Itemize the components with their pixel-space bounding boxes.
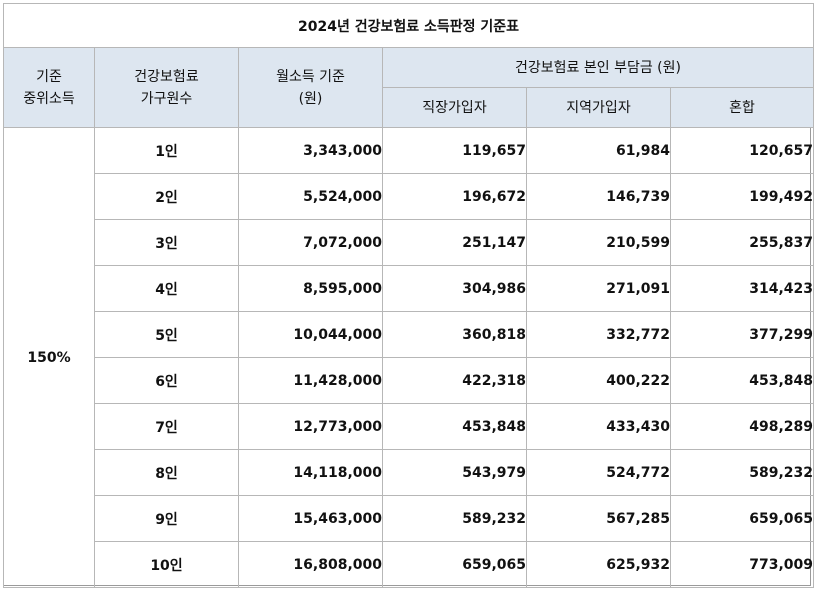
table-row: 4인 8,595,000 304,986 271,091 314,423 <box>4 265 815 312</box>
mixed-cell: 199,492 <box>669 173 815 220</box>
table-row: 7인 12,773,000 453,848 433,430 498,289 <box>4 403 815 450</box>
header-income-line1: 월소득 기준 <box>276 68 345 85</box>
table-row: 2인 5,524,000 196,672 146,739 199,492 <box>4 173 815 220</box>
mixed-cell: 453,848 <box>669 357 815 404</box>
income-cell: 14,118,000 <box>238 449 383 496</box>
header-household: 건강보험료 가구원수 <box>94 47 239 128</box>
table-row: 9인 15,463,000 589,232 567,285 659,065 <box>4 495 815 542</box>
mixed-cell: 773,009 <box>669 541 815 588</box>
income-cell: 16,808,000 <box>238 541 383 588</box>
employee-cell: 360,818 <box>382 311 527 358</box>
ratio-cell: 150% <box>3 127 95 588</box>
mixed-cell: 498,289 <box>669 403 815 450</box>
income-cell: 12,773,000 <box>238 403 383 450</box>
income-cell: 8,595,000 <box>238 265 383 312</box>
table-row: 150% 1인 3,343,000 119,657 61,984 120,657 <box>3 127 815 588</box>
employee-cell: 422,318 <box>382 357 527 404</box>
household-cell: 1인 <box>94 127 239 174</box>
table-row: 6인 11,428,000 422,318 400,222 453,848 <box>4 357 815 404</box>
header-ratio: 기준 중위소득 <box>3 47 95 128</box>
mixed-cell: 659,065 <box>669 495 815 542</box>
household-cell: 2인 <box>94 173 239 220</box>
household-cell: 7인 <box>94 403 239 450</box>
table-row: 10인 16,808,000 659,065 625,932 773,009 <box>4 541 815 588</box>
mixed-cell: 314,423 <box>669 265 815 312</box>
mixed-cell: 120,657 <box>669 127 815 174</box>
income-cell: 15,463,000 <box>238 495 383 542</box>
income-cell: 5,524,000 <box>238 173 383 220</box>
regional-cell: 146,739 <box>526 173 671 220</box>
income-cell: 3,343,000 <box>238 127 383 174</box>
regional-cell: 433,430 <box>526 403 671 450</box>
income-cell: 10,044,000 <box>238 311 383 358</box>
employee-cell: 251,147 <box>382 219 527 266</box>
header-mixed: 혼합 <box>669 87 815 128</box>
regional-cell: 400,222 <box>526 357 671 404</box>
employee-cell: 119,657 <box>382 127 527 174</box>
income-cell: 7,072,000 <box>238 219 383 266</box>
regional-cell: 524,772 <box>526 449 671 496</box>
header-household-line1: 건강보험료 <box>134 68 199 85</box>
table-row: 5인 10,044,000 360,818 332,772 377,299 <box>4 311 815 358</box>
mixed-cell: 377,299 <box>669 311 815 358</box>
header-employee: 직장가입자 <box>382 87 527 128</box>
employee-cell: 543,979 <box>382 449 527 496</box>
header-income-line2: (원) <box>298 90 323 107</box>
header-ratio-line2: 중위소득 <box>23 90 75 107</box>
mixed-cell: 255,837 <box>669 219 815 266</box>
employee-cell: 304,986 <box>382 265 527 312</box>
mixed-cell: 589,232 <box>669 449 815 496</box>
regional-cell: 567,285 <box>526 495 671 542</box>
household-cell: 8인 <box>94 449 239 496</box>
header-ratio-line1: 기준 <box>36 68 62 85</box>
household-cell: 9인 <box>94 495 239 542</box>
regional-cell: 625,932 <box>526 541 671 588</box>
household-cell: 4인 <box>94 265 239 312</box>
employee-cell: 196,672 <box>382 173 527 220</box>
table-title: 2024년 건강보험료 소득판정 기준표 <box>2 3 815 48</box>
regional-cell: 210,599 <box>526 219 671 266</box>
regional-cell: 332,772 <box>526 311 671 358</box>
household-cell: 6인 <box>94 357 239 404</box>
employee-cell: 589,232 <box>382 495 527 542</box>
regional-cell: 271,091 <box>526 265 671 312</box>
header-income: 월소득 기준 (원) <box>238 47 383 128</box>
table-row: 8인 14,118,000 543,979 524,772 589,232 <box>4 449 815 496</box>
employee-cell: 453,848 <box>382 403 527 450</box>
table-row: 3인 7,072,000 251,147 210,599 255,837 <box>4 219 815 266</box>
header-household-line2: 가구원수 <box>140 90 193 107</box>
income-cell: 11,428,000 <box>238 357 383 404</box>
income-criteria-table: 2024년 건강보험료 소득판정 기준표 기준 중위소득 건강보험료 가구원수 … <box>2 3 815 588</box>
header-premium-group: 건강보험료 본인 부담금 (원) <box>381 47 815 88</box>
regional-cell: 61,984 <box>526 127 671 174</box>
household-cell: 10인 <box>94 541 239 588</box>
employee-cell: 659,065 <box>382 541 527 588</box>
household-cell: 5인 <box>94 311 239 358</box>
header-regional: 지역가입자 <box>526 87 671 128</box>
household-cell: 3인 <box>94 219 239 266</box>
